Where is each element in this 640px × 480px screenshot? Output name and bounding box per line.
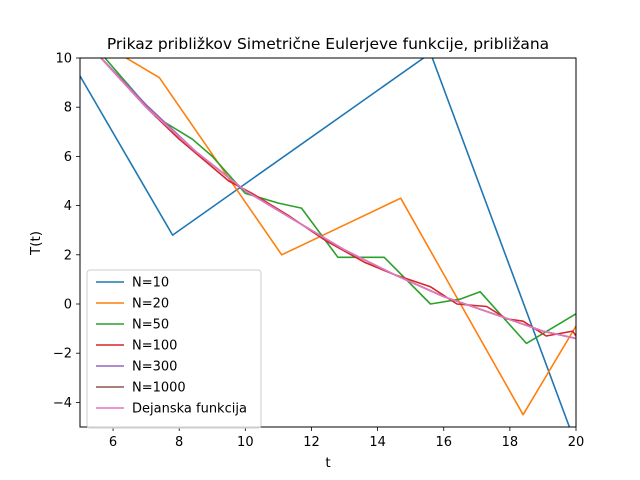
x-tick-label: 10 <box>237 435 254 450</box>
series-layer <box>80 58 576 427</box>
legend-label: N=1000 <box>132 381 186 396</box>
y-axis: −4 −2 0 2 4 6 8 10 <box>53 52 80 411</box>
y-tick-label: −2 <box>53 347 72 362</box>
y-tick-label: 0 <box>64 298 72 313</box>
legend: N=10 N=20 N=50 N=100 N=300 N=1000 Dejanska fun… <box>86 269 262 429</box>
x-tick-label: 8 <box>175 435 183 450</box>
chart-title: Prikaz približkov Simetrične Eulerjeve f… <box>107 35 549 53</box>
legend-label: N=10 <box>132 276 169 291</box>
y-tick-label: 4 <box>64 199 72 214</box>
y-tick-label: 10 <box>55 52 72 67</box>
legend-label: N=20 <box>132 297 169 312</box>
y-tick-label: 2 <box>64 248 72 263</box>
x-axis-label: t <box>325 455 330 471</box>
x-axis: 6 8 10 12 14 16 18 20 <box>109 427 584 450</box>
x-tick-label: 20 <box>568 435 585 450</box>
legend-box <box>86 269 262 429</box>
x-tick-label: 14 <box>369 435 386 450</box>
legend-label: Dejanska funkcija <box>132 402 247 417</box>
y-tick-label: 8 <box>64 101 72 116</box>
legend-label: N=300 <box>132 360 177 375</box>
y-axis-label: T(t) <box>28 231 44 256</box>
y-tick-label: −4 <box>53 396 72 411</box>
legend-label: N=50 <box>132 318 169 333</box>
plot-frame <box>79 57 577 428</box>
y-tick-label: 6 <box>64 150 72 165</box>
series-line-3 <box>103 58 576 345</box>
x-tick-label: 12 <box>303 435 320 450</box>
x-tick-label: 16 <box>435 435 452 450</box>
x-tick-label: 18 <box>502 435 519 450</box>
x-tick-label: 6 <box>109 435 117 450</box>
series-line-1 <box>80 58 571 427</box>
series-line-2 <box>124 58 576 416</box>
legend-label: N=100 <box>132 339 177 354</box>
series-line-7 <box>99 58 576 340</box>
